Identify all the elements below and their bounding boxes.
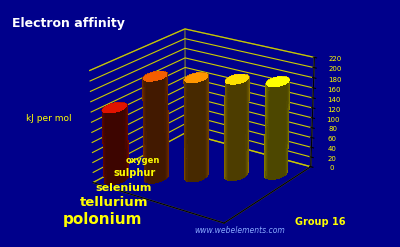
Text: Group 16: Group 16 xyxy=(295,217,345,227)
Text: sulphur: sulphur xyxy=(114,168,156,178)
Text: polonium: polonium xyxy=(62,212,142,227)
Text: www.webelements.com: www.webelements.com xyxy=(195,226,285,235)
Text: Electron affinity: Electron affinity xyxy=(12,17,125,30)
Text: oxygen: oxygen xyxy=(126,156,160,165)
Text: kJ per mol: kJ per mol xyxy=(26,114,72,123)
Text: tellurium: tellurium xyxy=(80,196,148,209)
Text: selenium: selenium xyxy=(96,183,152,193)
